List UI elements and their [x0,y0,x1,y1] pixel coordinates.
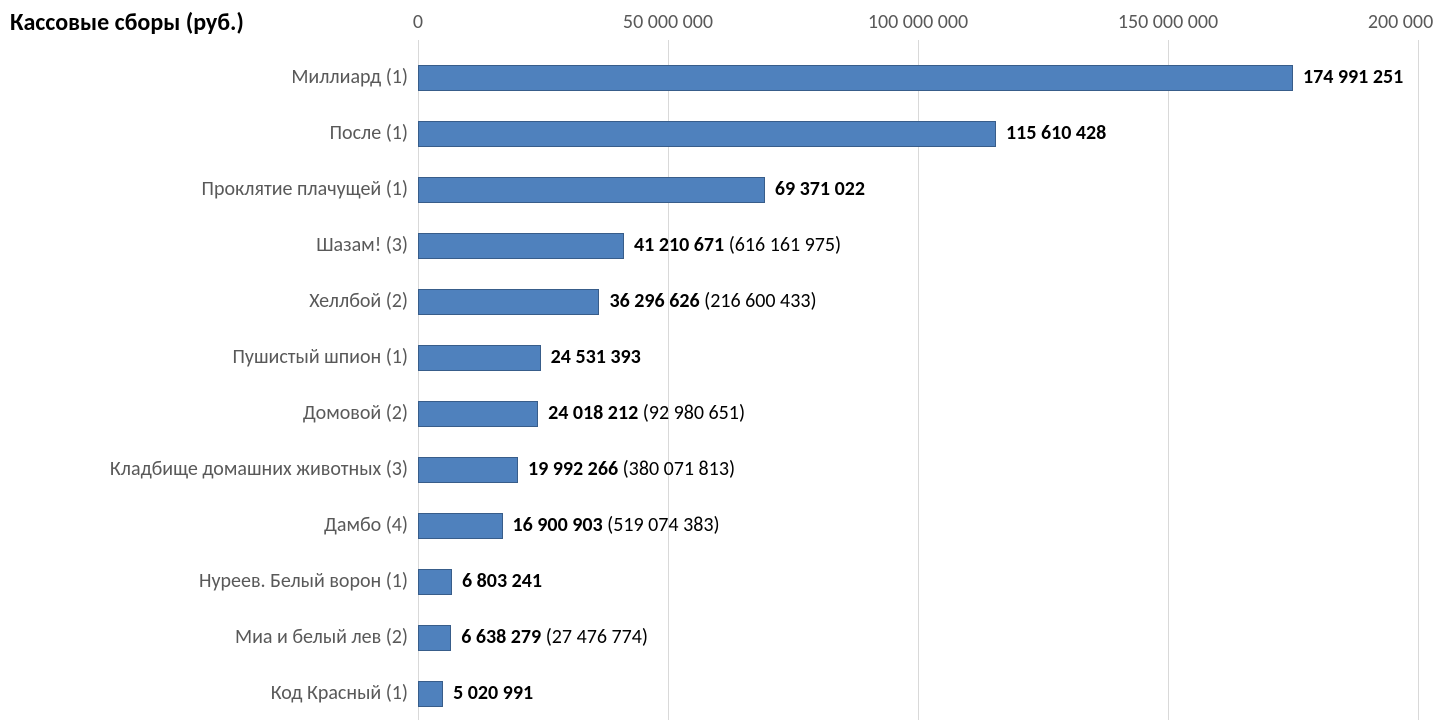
value-label: 41 210 671 (616 161 975) [634,233,841,257]
value-primary: 6 803 241 [462,569,542,593]
bar [418,233,624,259]
value-label: 24 018 212 (92 980 651) [548,401,745,425]
value-primary: 24 531 393 [551,345,641,369]
bar [418,177,765,203]
value-primary: 69 371 022 [775,177,865,201]
value-label: 115 610 428 [1006,121,1106,145]
bar [418,345,541,371]
bar [418,401,538,427]
value-secondary: (27 476 774) [541,625,648,649]
category-label: Миллиард (1) [291,65,408,89]
bar [418,457,518,483]
value-label: 24 531 393 [551,345,641,369]
x-axis-tick-label: 150 000 000 [1118,10,1218,34]
x-axis-tick-label: 50 000 000 [623,10,713,34]
category-label: Домовой (2) [303,401,408,425]
category-label: Хеллбой (2) [309,289,408,313]
value-primary: 19 992 266 [528,457,618,481]
category-label: Дамбо (4) [324,513,408,537]
box-office-chart: Кассовые сборы (руб.) 0 50 000 000 100 000… [0,0,1433,725]
value-primary: 36 296 626 [609,289,699,313]
value-label: 6 803 241 [462,569,542,593]
value-primary: 16 900 903 [513,513,603,537]
gridline [1168,40,1169,720]
bar [418,569,452,595]
category-label: Кладбище домашних животных (3) [110,457,408,481]
value-primary: 5 020 991 [453,681,533,705]
value-primary: 174 991 251 [1303,65,1403,89]
value-primary: 6 638 279 [461,625,541,649]
value-primary: 24 018 212 [548,401,638,425]
bar [418,513,503,539]
bar [418,289,599,315]
category-label: Миа и белый лев (2) [235,625,408,649]
value-secondary: (92 980 651) [638,401,745,425]
value-primary: 41 210 671 [634,233,724,257]
x-axis-tick-label: 100 000 000 [868,10,968,34]
category-label: Пушистый шпион (1) [232,345,408,369]
category-label: Проклятие плачущей (1) [202,177,408,201]
x-axis-tick-label: 200 000 000 [1368,10,1433,34]
value-label: 6 638 279 (27 476 774) [461,625,648,649]
chart-title: Кассовые сборы (руб.) [10,8,244,37]
category-label: После (1) [330,121,408,145]
value-primary: 115 610 428 [1006,121,1106,145]
category-label: Нуреев. Белый ворон (1) [199,569,408,593]
value-label: 69 371 022 [775,177,865,201]
value-secondary: (616 161 975) [724,233,841,257]
bar [418,681,443,707]
gridline [1418,40,1419,720]
value-label: 174 991 251 [1303,65,1403,89]
value-label: 16 900 903 (519 074 383) [513,513,720,537]
value-label: 19 992 266 (380 071 813) [528,457,735,481]
value-secondary: (519 074 383) [603,513,720,537]
value-label: 36 296 626 (216 600 433) [609,289,816,313]
value-secondary: (216 600 433) [700,289,817,313]
bar [418,121,996,147]
value-secondary: (380 071 813) [618,457,735,481]
x-axis-tick-label: 0 [413,10,423,34]
value-label: 5 020 991 [453,681,533,705]
bar [418,65,1293,91]
category-label: Шазам! (3) [316,233,408,257]
category-label: Код Красный (1) [271,681,408,705]
bar [418,625,451,651]
